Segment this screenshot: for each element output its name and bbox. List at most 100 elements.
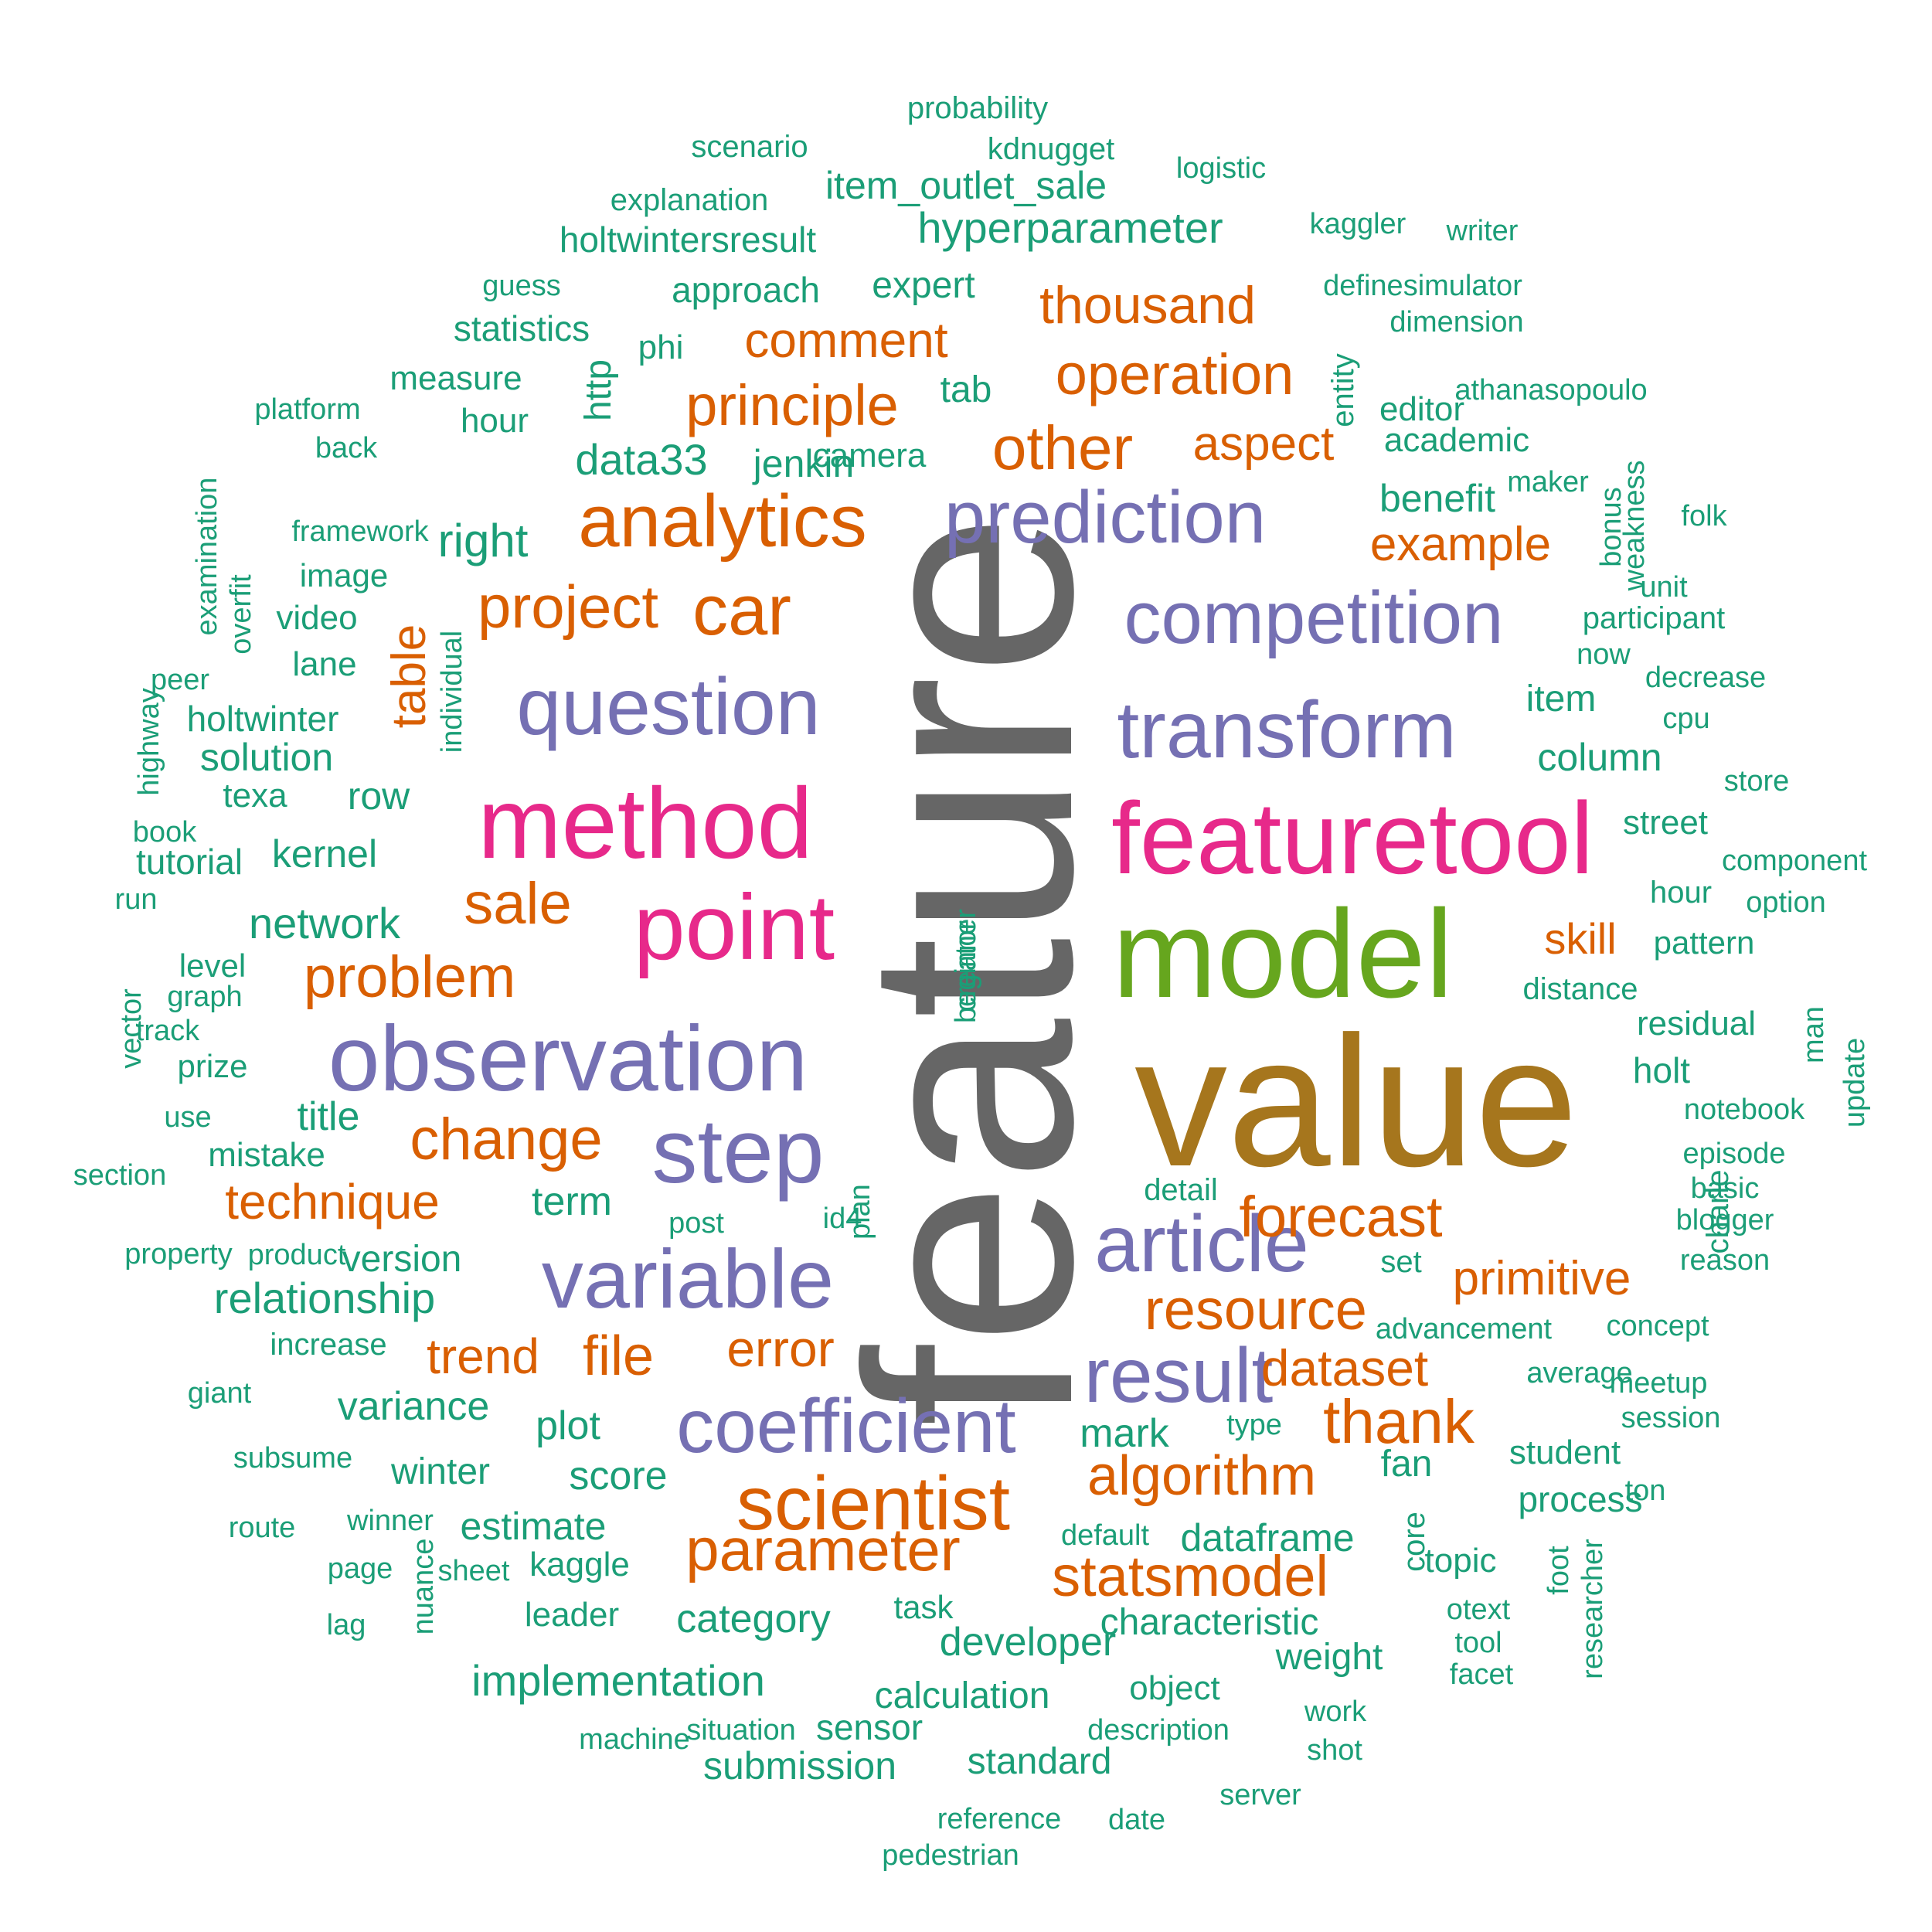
cloud-word: implementation — [471, 1656, 765, 1705]
cloud-word: otext — [1446, 1594, 1511, 1626]
cloud-word: estimate — [460, 1505, 607, 1548]
cloud-word: sensor — [815, 1707, 923, 1747]
cloud-word: comment — [744, 312, 948, 368]
cloud-word: item_outlet_sale — [825, 164, 1107, 207]
cloud-word: tab — [940, 369, 992, 410]
cloud-word: peer — [150, 664, 210, 696]
cloud-word: shot — [1307, 1734, 1362, 1767]
cloud-word: kernel — [271, 832, 378, 876]
cloud-word: set — [1380, 1245, 1422, 1279]
cloud-word: level — [179, 947, 247, 984]
cloud-word: mistake — [208, 1136, 325, 1174]
cloud-word: resource — [1145, 1277, 1367, 1342]
cloud-word: ton — [1624, 1475, 1666, 1507]
cloud-word: session — [1621, 1402, 1721, 1434]
cloud-word: pedestrian — [882, 1839, 1019, 1872]
cloud-word: row — [347, 774, 410, 818]
cloud-word: date — [1108, 1804, 1165, 1836]
cloud-word: hour — [460, 402, 529, 440]
cloud-word: observation — [328, 1007, 808, 1111]
cloud-word: subsume — [233, 1442, 353, 1475]
cloud-word: scientist — [736, 1461, 1011, 1546]
cloud-word: guess — [482, 270, 561, 302]
cloud-word: situation — [686, 1714, 796, 1747]
cloud-word: file — [582, 1325, 655, 1387]
cloud-word: version — [342, 1239, 462, 1280]
cloud-word: weakness — [1618, 460, 1651, 591]
cloud-word: phi — [638, 328, 684, 366]
cloud-word: score — [569, 1454, 668, 1498]
cloud-word: network — [248, 899, 401, 947]
cloud-word: cpu — [1662, 702, 1710, 735]
cloud-word: tutorial — [135, 842, 243, 882]
cloud-word: transform — [1117, 685, 1457, 775]
cloud-word: server — [1219, 1779, 1301, 1811]
cloud-word: dataset — [1260, 1339, 1429, 1396]
cloud-word: skill — [1544, 914, 1617, 963]
cloud-word: scenario — [691, 130, 808, 164]
cloud-word: kaggler — [1309, 208, 1406, 240]
cloud-word: relationship — [213, 1274, 436, 1322]
cloud-word: editor — [1379, 390, 1465, 428]
cloud-word: property — [124, 1238, 233, 1270]
cloud-word: athanasopoulo — [1454, 374, 1648, 406]
cloud-word: concept — [1606, 1310, 1709, 1342]
cloud-word: error — [726, 1320, 835, 1377]
cloud-word: default — [1060, 1519, 1150, 1552]
cloud-word: process — [1518, 1479, 1643, 1519]
cloud-word: approach — [672, 270, 820, 310]
cloud-word: notebook — [1683, 1094, 1805, 1126]
cloud-word: run — [114, 883, 158, 916]
cloud-word: episode — [1682, 1138, 1786, 1170]
cloud-word: lag — [326, 1609, 366, 1641]
cloud-word: measure — [389, 359, 522, 397]
cloud-word: image — [299, 557, 389, 594]
cloud-word: category — [676, 1597, 831, 1641]
cloud-word: change — [410, 1107, 603, 1172]
cloud-word: texa — [223, 777, 287, 815]
cloud-word: parameter — [685, 1515, 961, 1583]
cloud-word: thank — [1323, 1387, 1475, 1456]
cloud-word: examination — [191, 477, 223, 636]
cloud-word: result — [1083, 1332, 1274, 1419]
cloud-word: maker — [1507, 466, 1589, 498]
cloud-word: use — [164, 1101, 212, 1134]
cloud-word: characteristic — [1100, 1602, 1319, 1643]
cloud-word: description — [1087, 1714, 1230, 1747]
cloud-word: writer — [1446, 215, 1519, 247]
cloud-word: data33 — [575, 435, 708, 484]
cloud-word: plan — [844, 1184, 876, 1240]
cloud-word: average — [1526, 1357, 1633, 1389]
cloud-word: coefficient — [676, 1383, 1016, 1468]
cloud-word: detail — [1144, 1173, 1218, 1207]
cloud-word: graph — [167, 981, 243, 1013]
cloud-word: route — [228, 1512, 296, 1544]
cloud-word: explanation — [610, 183, 769, 217]
cloud-word: sale — [464, 871, 572, 937]
cloud-word: blogger — [1675, 1204, 1774, 1236]
cloud-word: calculation — [874, 1675, 1050, 1716]
cloud-word: variance — [337, 1384, 490, 1429]
cloud-word: increase — [270, 1328, 387, 1362]
cloud-word: variable — [541, 1232, 835, 1325]
cloud-word: algorithm — [1087, 1445, 1317, 1507]
cloud-word: platform — [254, 393, 361, 426]
cloud-word: plot — [536, 1403, 600, 1448]
cloud-word: http — [578, 359, 619, 422]
cloud-word: street — [1622, 804, 1709, 842]
cloud-word: reason — [1679, 1244, 1770, 1277]
cloud-word: problem — [303, 944, 516, 1010]
cloud-word: tool — [1454, 1627, 1502, 1659]
cloud-word: example — [1369, 518, 1552, 571]
cloud-word: kdnugget — [987, 132, 1115, 166]
cloud-word: probability — [906, 91, 1049, 125]
cloud-word: title — [297, 1094, 360, 1139]
cloud-word: method — [478, 767, 813, 879]
cloud-word: overfit — [225, 574, 257, 655]
cloud-word: point — [633, 876, 835, 979]
cloud-word: facet — [1449, 1658, 1514, 1691]
cloud-word: machine — [579, 1723, 690, 1756]
cloud-word: principle — [685, 373, 899, 437]
cloud-word: page — [327, 1553, 393, 1585]
cloud-word: lane — [292, 645, 357, 683]
